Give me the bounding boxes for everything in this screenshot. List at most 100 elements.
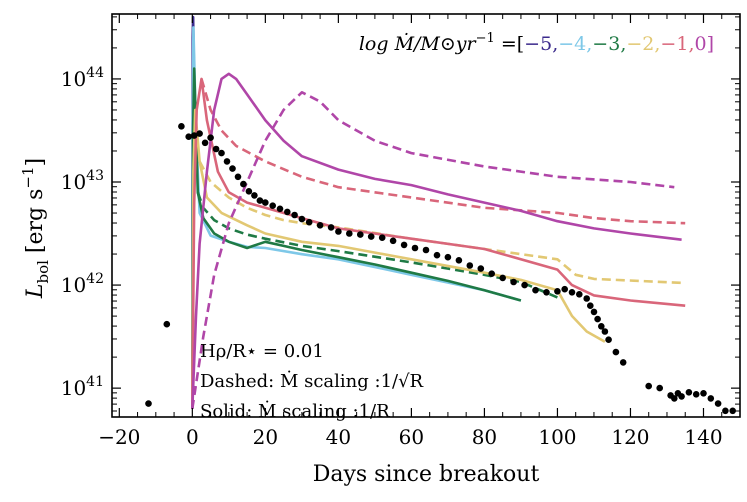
observed-point	[605, 336, 612, 344]
observed-point	[678, 393, 685, 400]
x-tick-label: 80	[472, 425, 497, 449]
series-line-9	[191, 91, 675, 409]
observed-point	[411, 244, 419, 252]
observed-point	[477, 265, 485, 272]
observed-point	[656, 384, 663, 392]
observed-point	[598, 323, 605, 330]
observed-point	[601, 328, 609, 335]
observed-point	[455, 257, 463, 264]
observed-point	[178, 123, 185, 130]
legend-entry: −2	[626, 33, 654, 55]
observed-point	[298, 215, 306, 223]
observed-point	[729, 407, 736, 415]
observed-point	[240, 180, 247, 188]
observed-point	[422, 246, 430, 254]
observed-point	[499, 274, 507, 282]
observed-point	[262, 199, 269, 206]
x-tick-label: 20	[253, 425, 278, 449]
observed-point	[276, 205, 284, 213]
observed-point	[714, 400, 722, 407]
observed-point	[685, 389, 693, 396]
observed-point	[284, 208, 291, 216]
observed-points	[145, 123, 736, 415]
observed-point	[561, 285, 568, 293]
observed-point	[510, 278, 517, 286]
series-line-4	[191, 108, 606, 409]
observed-point	[269, 202, 277, 209]
observed-point	[590, 308, 598, 316]
legend-entry: −3	[592, 33, 620, 55]
observed-point	[587, 302, 594, 310]
observed-point	[645, 382, 652, 390]
observed-point	[291, 211, 298, 219]
legend-entry: 0	[694, 33, 706, 55]
y-axis-label: Lbol [erg s−1]	[19, 158, 52, 299]
annotations: Hρ/R⋆ = 0.01 Dashed: Ṁ scaling :1/√R Sol…	[200, 341, 424, 422]
observed-point	[671, 395, 678, 402]
series-line-7	[200, 78, 686, 225]
observed-point	[305, 218, 313, 226]
observed-point	[444, 253, 452, 261]
observed-point	[212, 145, 220, 153]
observed-point	[466, 262, 474, 269]
observed-point	[521, 281, 528, 289]
observed-point	[707, 395, 715, 402]
observed-point	[568, 289, 576, 296]
observed-point	[316, 222, 324, 229]
observed-point	[543, 289, 550, 296]
observed-point	[357, 231, 364, 238]
observed-point	[245, 188, 253, 195]
series-line-2	[191, 67, 522, 409]
annotation-dashed: Dashed: Ṁ scaling :1/√R	[200, 369, 424, 392]
observed-point	[163, 320, 171, 328]
observed-point	[251, 192, 258, 199]
observed-point	[190, 132, 198, 139]
observed-point	[256, 197, 264, 204]
series-line-6	[191, 77, 686, 409]
observed-point	[554, 288, 561, 295]
observed-point	[400, 241, 408, 249]
observed-point	[346, 230, 353, 237]
observed-point	[389, 237, 397, 245]
annotation-scale-height: Hρ/R⋆ = 0.01	[200, 341, 324, 362]
legend-entry: −1	[660, 33, 688, 55]
annotation-solid: Solid: Ṁ scaling :1/R	[200, 399, 390, 422]
observed-point	[234, 173, 242, 181]
observed-point	[196, 130, 203, 137]
legend: log Ṁ/M⊙yr−1 =[−5,−4,−3,−2,−1,0]	[359, 31, 714, 55]
x-tick-label: 60	[399, 425, 424, 449]
observed-point	[692, 391, 700, 398]
x-tick-label: 120	[611, 425, 649, 449]
legend-entry: −4	[558, 33, 586, 55]
x-tick-label: 100	[538, 425, 576, 449]
x-tick-label: 40	[326, 425, 351, 449]
observed-point	[612, 348, 620, 356]
observed-point	[335, 228, 342, 235]
observed-point	[594, 315, 601, 323]
observed-point	[185, 133, 192, 140]
observed-point	[576, 291, 583, 298]
observed-point	[488, 270, 496, 278]
observed-point	[433, 251, 441, 259]
observed-point	[327, 224, 335, 231]
y-tick-label: 1041	[61, 374, 104, 400]
observed-point	[229, 165, 236, 172]
observed-point	[218, 149, 225, 157]
observed-point	[201, 139, 209, 147]
x-tick-label: 140	[684, 425, 722, 449]
y-tick-label: 1044	[61, 65, 104, 91]
observed-point	[583, 295, 590, 302]
x-tick-label: −20	[98, 425, 140, 449]
x-tick-label: 0	[186, 425, 199, 449]
observed-point	[207, 134, 214, 141]
y-tick-label: 1042	[61, 271, 104, 297]
observed-point	[223, 158, 231, 165]
observed-point	[619, 359, 627, 366]
legend-entry: −5	[524, 33, 552, 55]
observed-point	[722, 407, 729, 415]
observed-point	[532, 286, 539, 294]
observed-point	[367, 233, 375, 240]
plot-frame	[111, 13, 741, 418]
